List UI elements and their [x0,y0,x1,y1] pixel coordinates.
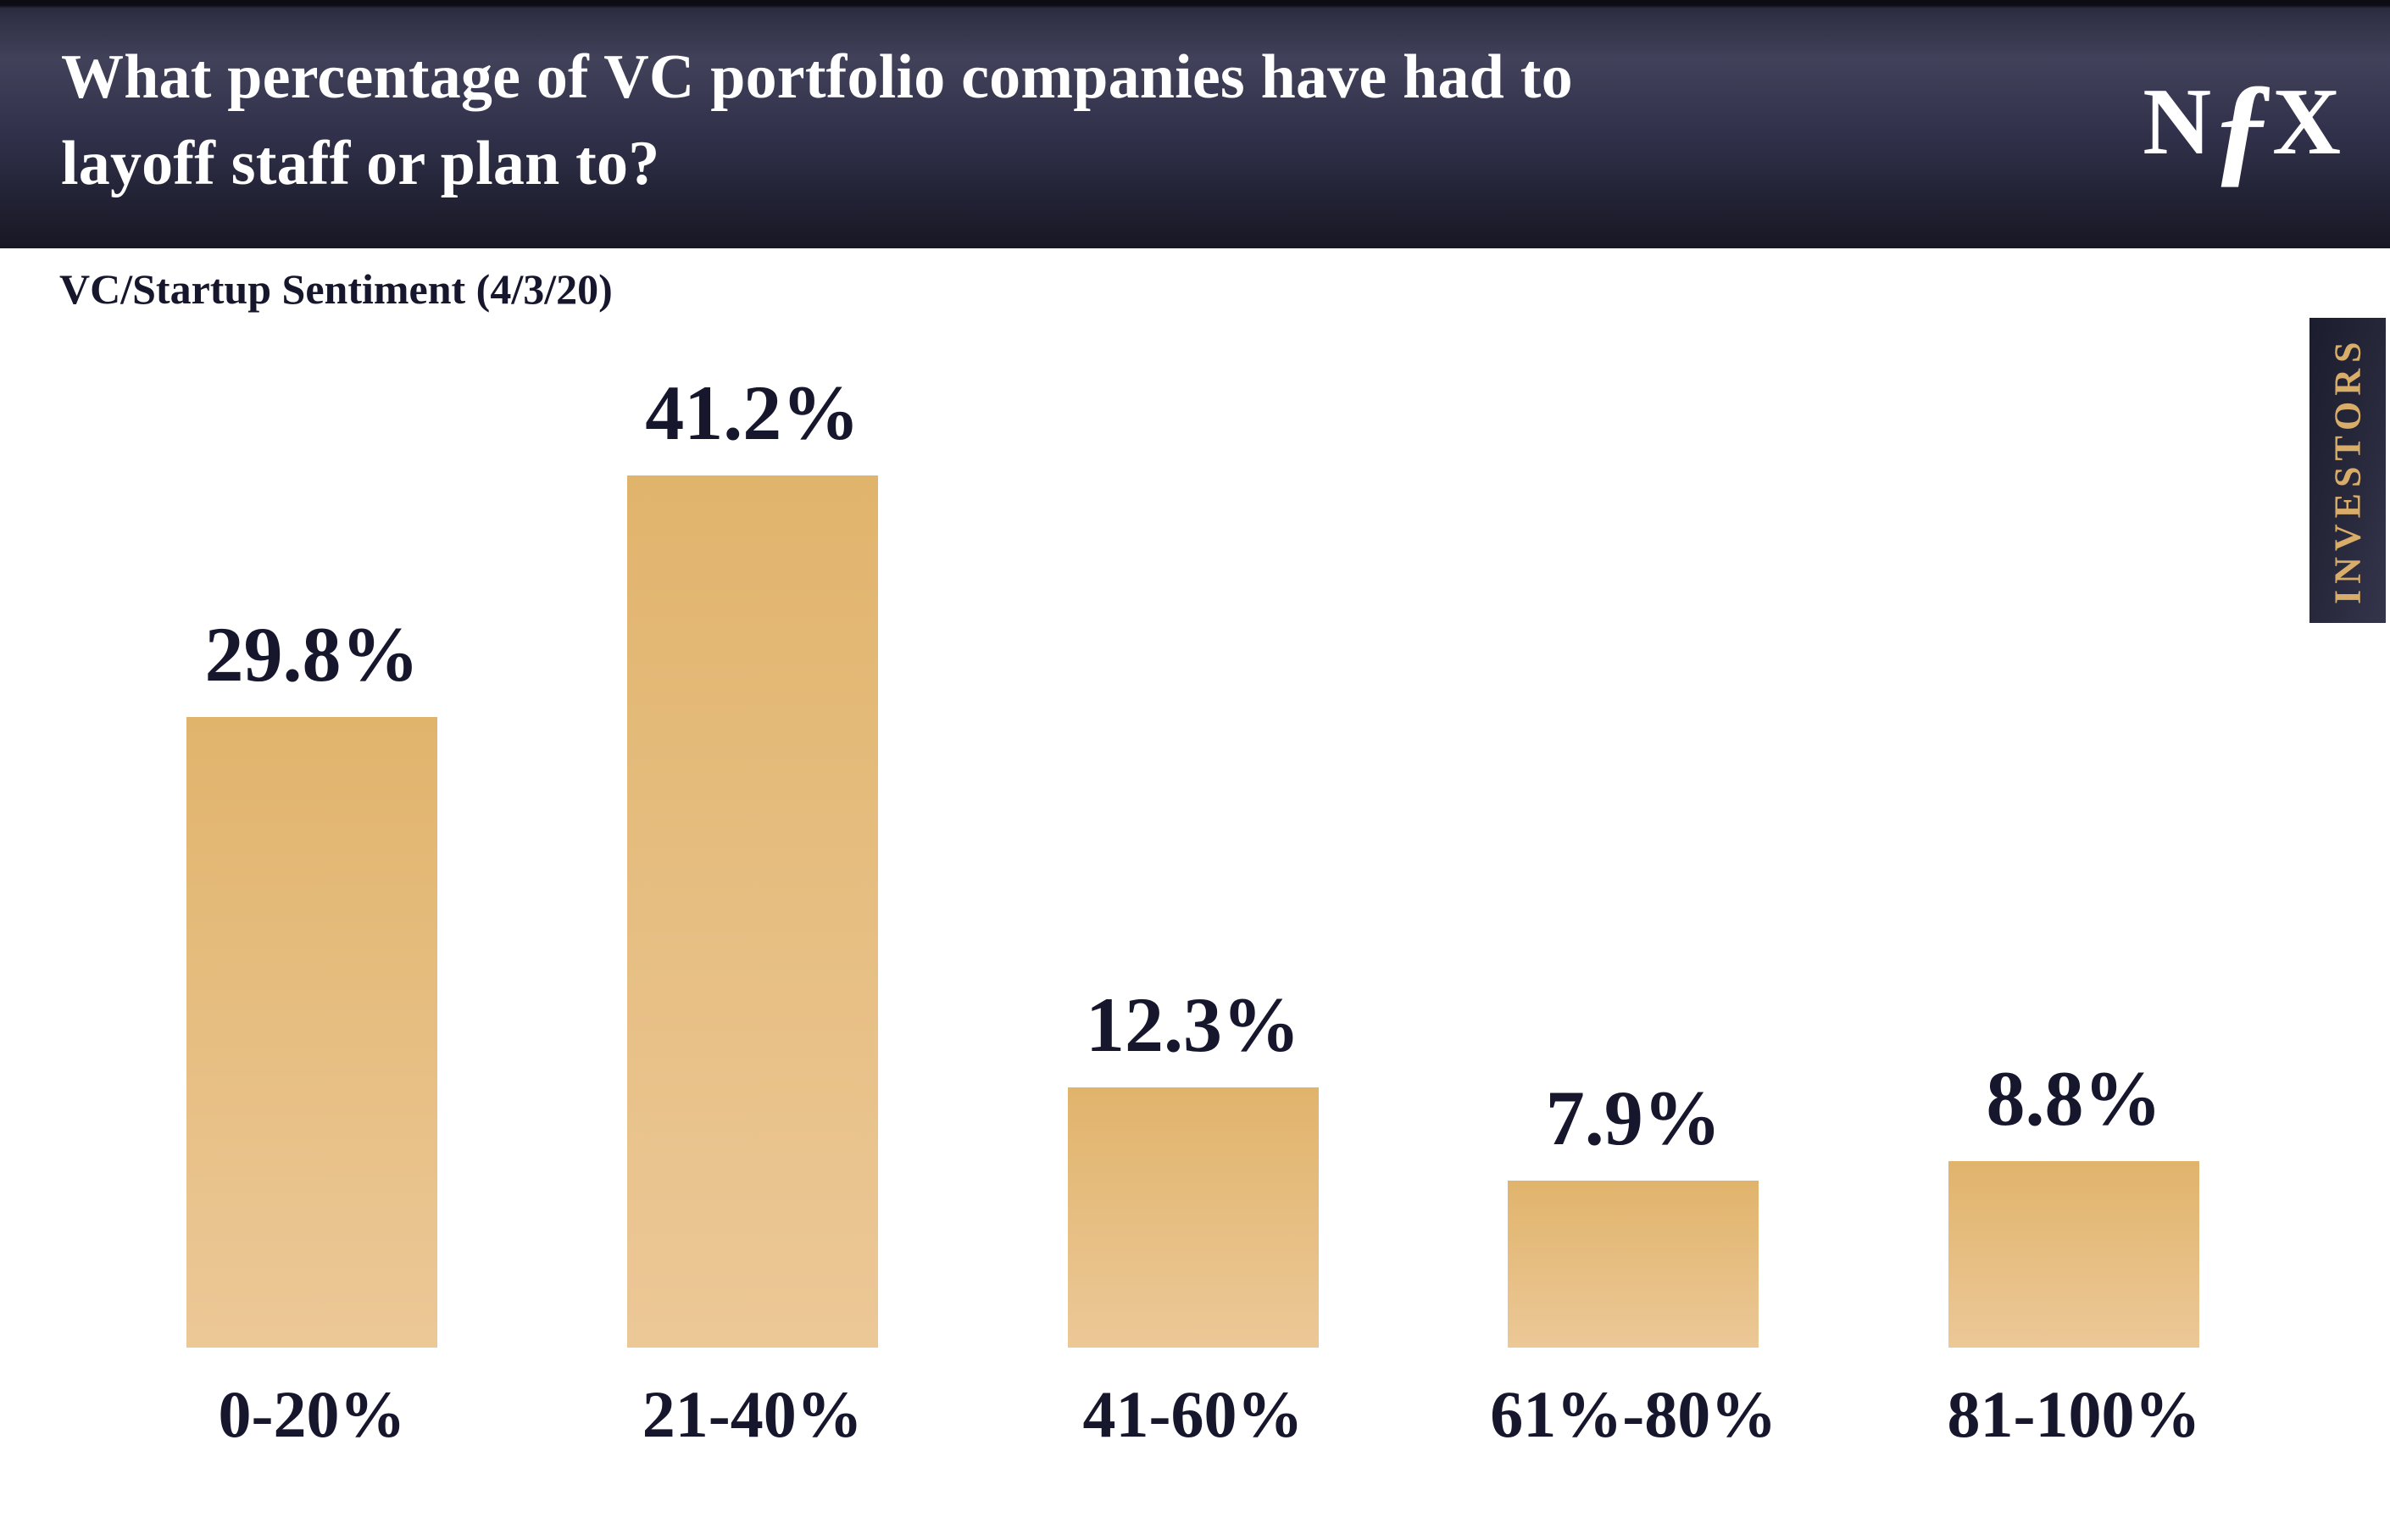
chart-subtitle: VC/Startup Sentiment (4/3/20) [59,265,613,313]
logo-letter-n: N [2143,69,2215,175]
bar [1948,1161,2199,1348]
bar [186,717,437,1348]
header: What percentage of VC portfolio companie… [0,0,2390,248]
bar-value-label: 29.8% [204,611,420,698]
bar-column: 8.8% 81-100% [1948,1055,2201,1448]
investors-tab[interactable]: INVESTORS [2309,318,2386,623]
chart-title-line-2: layoff staff or plan to? [61,129,660,198]
chart-title-line-1: What percentage of VC portfolio companie… [61,42,1573,112]
bar-column: 29.8% 0-20% [186,611,437,1448]
bar-value-label: 12.3% [1086,981,1300,1068]
bar [1067,1087,1319,1348]
bar-column: 41.2% 21-40% [626,370,878,1448]
bar-column: 7.9% 61%-80% [1490,1075,1776,1448]
logo-letter-x: X [2272,69,2344,175]
chart-title: What percentage of VC portfolio companie… [61,34,1573,207]
x-axis-label: 81-100% [1947,1377,2201,1451]
x-axis-label: 41-60% [1082,1377,1303,1451]
bar-value-label: 41.2% [645,370,860,456]
bar-chart: 29.8% 0-20% 41.2% 21-40% 12.3% 41-60% 7.… [186,374,2201,1448]
bar-value-label: 7.9% [1545,1075,1721,1161]
bar [626,475,878,1348]
bar-value-label: 8.8% [1986,1055,2162,1142]
x-axis-label: 0-20% [218,1377,406,1451]
bar-column: 12.3% 41-60% [1067,981,1319,1448]
x-axis-label: 21-40% [642,1377,863,1451]
bar [1508,1181,1759,1348]
x-axis-label: 61%-80% [1490,1377,1777,1451]
nfx-logo: NƒX [2143,56,2344,200]
logo-letter-f: ƒ [2211,58,2278,197]
